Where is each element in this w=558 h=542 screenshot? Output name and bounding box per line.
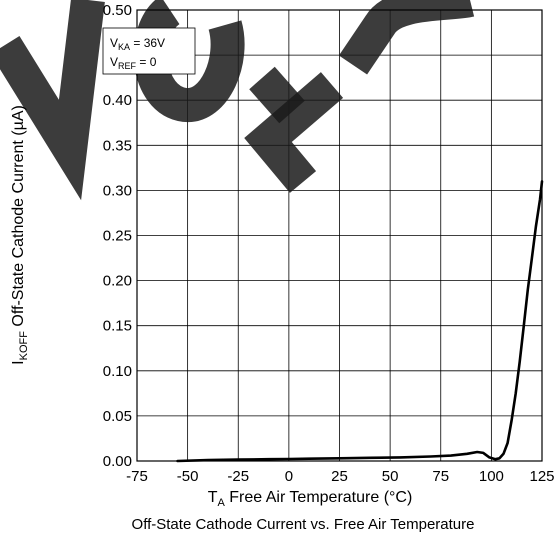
legend-box (102, 27, 196, 75)
y-tick-label: 0.50 (103, 2, 132, 19)
x-tick-label: 125 (529, 468, 554, 485)
plot-area (136, 9, 543, 462)
x-tick-label: 50 (382, 468, 399, 485)
watermark-graphic (0, 0, 475, 201)
y-label-main: I (10, 360, 27, 364)
x-tick-label: -25 (227, 468, 249, 485)
y-tick-label: 0.10 (103, 363, 132, 380)
x-label-rest: Free Air Temperature (°C) (225, 489, 413, 506)
x-tick-label: 0 (285, 468, 293, 485)
y-tick-label: 0.05 (103, 408, 132, 425)
legend-vka-rest: = 36V (130, 36, 165, 50)
legend-entry-vka: VKA = 36V (110, 36, 165, 52)
legend-vref-main: V (110, 55, 118, 69)
x-tick-label: 100 (479, 468, 504, 485)
y-label-rest: Off-State Cathode Current (µA) (10, 105, 27, 331)
legend-vka-main: V (110, 36, 118, 50)
y-tick-label: 0.20 (103, 273, 132, 290)
y-tick-label: 0.00 (103, 453, 132, 470)
y-label-sub: KOFF (18, 331, 30, 361)
chart-title: Off-State Cathode Current vs. Free Air T… (132, 516, 475, 533)
data-series (176, 180, 544, 463)
series-line (176, 180, 544, 463)
y-tick-label: 0.15 (103, 318, 132, 335)
x-label-sub: A (217, 497, 225, 509)
legend-vref-rest: = 0 (136, 55, 157, 69)
x-tick-label: 75 (432, 468, 449, 485)
legend-entry-vref: VREF = 0 (110, 55, 157, 71)
x-axis-ticks: -75 -50 -25 0 25 50 75 100 125 (126, 468, 554, 485)
x-axis-label: TA Free Air Temperature (°C) (208, 489, 413, 509)
legend-vka-sub: KA (118, 42, 130, 52)
y-tick-label: 0.40 (103, 92, 132, 109)
y-axis-label: IKOFF Off-State Cathode Current (µA) (10, 105, 30, 365)
y-tick-label: 0.30 (103, 182, 132, 199)
x-label-main: T (208, 489, 218, 506)
y-tick-label: 0.25 (103, 228, 132, 245)
x-tick-label: -50 (177, 468, 199, 485)
legend-vref-sub: REF (118, 61, 137, 71)
x-tick-label: -75 (126, 468, 148, 485)
grid (136, 9, 543, 462)
x-tick-label: 25 (331, 468, 348, 485)
y-tick-label: 0.35 (103, 137, 132, 154)
legend: VKA = 36V VREF = 0 (102, 27, 196, 75)
